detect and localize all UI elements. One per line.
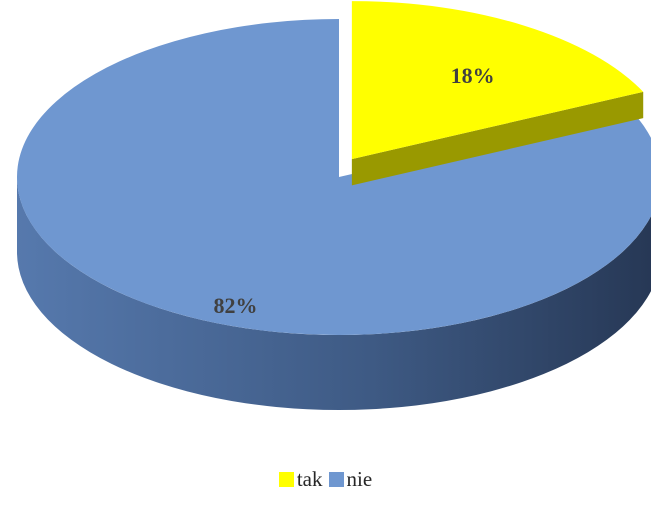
legend-item-nie: nie bbox=[328, 467, 373, 492]
pie-slice-tak bbox=[351, 1, 644, 186]
pie-side-nie bbox=[17, 177, 651, 410]
chart-legend: tak nie bbox=[0, 467, 651, 492]
data-label-tak: 18% bbox=[451, 63, 495, 88]
legend-swatch-tak bbox=[278, 472, 294, 487]
pie-top-nie bbox=[17, 19, 651, 335]
legend-swatch-nie bbox=[328, 472, 344, 487]
pie-slice-nie bbox=[17, 19, 651, 410]
pie-top-tak bbox=[351, 1, 644, 160]
pie-cut-tak-1 bbox=[351, 91, 644, 186]
legend-item-tak: tak bbox=[278, 467, 323, 492]
legend-label-nie: nie bbox=[346, 467, 373, 491]
data-label-nie: 82% bbox=[213, 293, 257, 318]
legend-label-tak: tak bbox=[296, 467, 323, 491]
